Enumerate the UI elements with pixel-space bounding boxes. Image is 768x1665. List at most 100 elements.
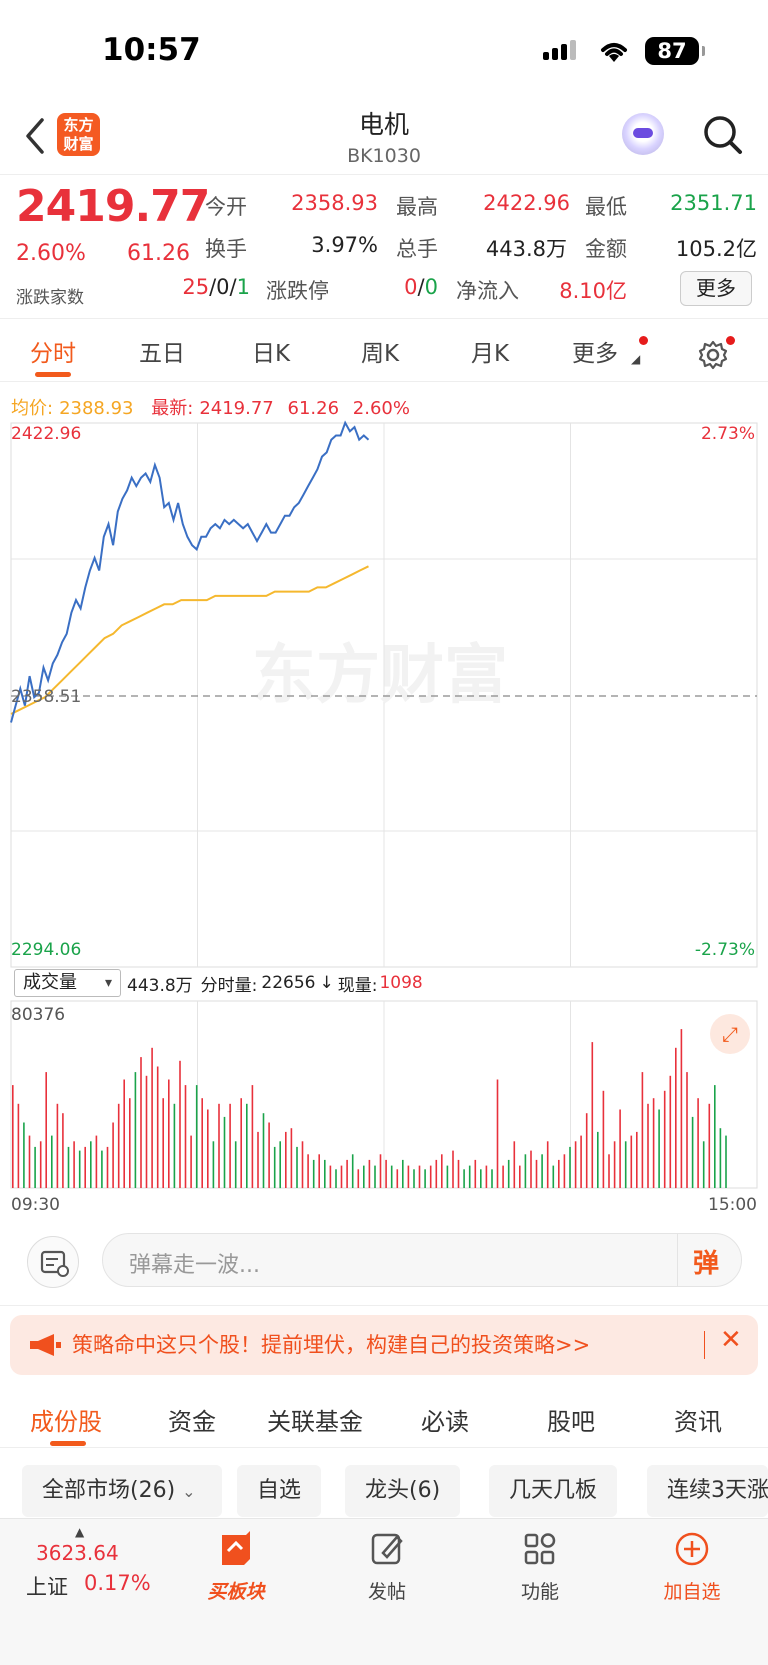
tab-week-k[interactable]: 周K: [361, 341, 400, 367]
danmu-send-button[interactable]: 弹: [693, 1249, 720, 1279]
tab-underline: [35, 372, 71, 377]
tab-components[interactable]: 成份股: [30, 1408, 102, 1436]
volume-bar: [485, 1165, 488, 1188]
volume-bar: [702, 1141, 705, 1189]
expand-icon[interactable]: ⤢: [710, 1014, 750, 1054]
plus-circle-icon: [675, 1532, 709, 1566]
volume-bar: [34, 1146, 36, 1188]
volume-bar: [296, 1146, 298, 1188]
chip-leaders[interactable]: 龙头(6): [345, 1465, 461, 1517]
post-button[interactable]: 发帖: [347, 1529, 427, 1604]
volume-bar: [435, 1159, 438, 1188]
volume-bar: [257, 1131, 259, 1188]
open-label: 今开: [205, 195, 247, 219]
volume-bar: [641, 1072, 644, 1188]
tab-five-day[interactable]: 五日: [139, 341, 185, 367]
chart-info: 均价: 2388.93 最新: 2419.77 61.26 2.60%: [11, 394, 410, 420]
assistant-robot-icon[interactable]: [622, 113, 664, 155]
tab-news[interactable]: 资讯: [674, 1408, 722, 1436]
volume-bar: [480, 1169, 482, 1188]
gear-icon[interactable]: [698, 340, 728, 370]
current-volume-label: 现量:: [337, 975, 378, 996]
intraday-chart[interactable]: 东方财富 2422.96 2294.06 2358.51 2.73% -2.73…: [0, 420, 768, 970]
volume-bar: [602, 1090, 605, 1188]
volume-bar: [51, 1135, 53, 1188]
tab-day-k[interactable]: 日K: [252, 341, 291, 367]
tab-funds[interactable]: 资金: [168, 1408, 216, 1436]
signal-icon: [543, 40, 576, 60]
close-icon[interactable]: ✕: [720, 1325, 742, 1355]
volume-bar: [62, 1113, 64, 1188]
index-value[interactable]: 3623.64: [36, 1541, 119, 1565]
volume-bar: [346, 1159, 348, 1188]
turnover-value: 3.97%: [311, 233, 378, 257]
volume-bar: [351, 1154, 354, 1188]
volume-bar: [496, 1079, 499, 1188]
chevron-left-icon[interactable]: [22, 116, 48, 156]
volume-bar: [719, 1128, 722, 1188]
volume-bar: [229, 1103, 231, 1188]
volume-bar: [647, 1103, 649, 1188]
volume-bar: [329, 1165, 332, 1188]
volume-bars: [12, 1029, 727, 1189]
more-button[interactable]: 更多: [680, 271, 752, 306]
tab-must-read[interactable]: 必读: [421, 1408, 469, 1436]
tab-related-funds[interactable]: 关联基金: [267, 1408, 363, 1436]
add-watchlist-button[interactable]: 加自选: [652, 1529, 732, 1604]
volume-chart[interactable]: 80376 09:30 15:00: [0, 998, 768, 1218]
tab-intraday[interactable]: 分时: [30, 341, 76, 367]
app-logo[interactable]: 东方 财富: [57, 113, 100, 156]
volume-bar: [652, 1098, 655, 1188]
volume-bar: [619, 1109, 621, 1188]
volume-bar: [446, 1165, 449, 1188]
avg-price-line: [10, 565, 369, 715]
volume-bar: [452, 1150, 454, 1188]
functions-button[interactable]: 功能: [500, 1529, 580, 1604]
netflow-value: 8.10亿: [559, 279, 627, 303]
volume-grid: [10, 1000, 758, 1189]
volume-bar: [714, 1085, 716, 1188]
volume-bar: [246, 1103, 248, 1188]
volume-bar: [95, 1135, 98, 1188]
indicator-select[interactable]: 成交量: [14, 969, 121, 997]
chip-watchlist[interactable]: 自选: [237, 1465, 322, 1517]
chip-consecutive-up[interactable]: 连续3天涨: [647, 1465, 768, 1517]
volume-bar: [123, 1079, 125, 1188]
volume-bar: [530, 1150, 532, 1188]
danmu-list-icon[interactable]: [27, 1236, 79, 1288]
search-icon[interactable]: [702, 114, 744, 156]
volume-bar: [686, 1072, 688, 1188]
status-time: 10:57: [102, 32, 201, 68]
volume-bar: [117, 1103, 120, 1188]
section-tabs: 成份股 资金 关联基金 必读 股吧 资讯: [0, 1386, 768, 1448]
minute-volume-label: 分时量:: [200, 975, 258, 996]
tab-more[interactable]: 更多: [572, 341, 618, 367]
danmu-bar: 弹幕走一波... 弹: [0, 1216, 768, 1306]
buy-sector-button[interactable]: 买板块: [196, 1529, 276, 1604]
turnover-label: 换手: [205, 237, 247, 261]
chip-all-market[interactable]: 全部市场(26) ⌄: [22, 1465, 222, 1517]
volume-bar: [190, 1135, 192, 1188]
volume-bar: [636, 1131, 638, 1188]
danmu-input[interactable]: 弹幕走一波... 弹: [102, 1233, 742, 1287]
volume-bar: [134, 1072, 137, 1188]
page-title: 电机: [358, 110, 409, 139]
status-bar: 10:57 87: [0, 0, 768, 95]
volume-bar: [285, 1131, 287, 1188]
battery-icon: 87: [645, 37, 705, 65]
tab-forum[interactable]: 股吧: [547, 1408, 595, 1436]
volume-bar: [491, 1169, 493, 1188]
volume-bar: [156, 1066, 159, 1188]
index-name[interactable]: 上证: [26, 1575, 68, 1599]
volume-bar: [312, 1159, 315, 1188]
latest-pct: 2.60%: [352, 398, 410, 419]
limit-values: 0/0: [404, 275, 438, 299]
tab-month-k[interactable]: 月K: [471, 341, 510, 367]
chip-days-boards[interactable]: 几天几板: [489, 1465, 618, 1517]
volume-bar: [173, 1103, 176, 1188]
volume-bar: [273, 1146, 276, 1188]
strategy-banner[interactable]: 策略命中这只个股！提前埋伏，构建自己的投资策略>> ✕: [10, 1315, 758, 1375]
volume-bar: [418, 1165, 421, 1188]
index-pct[interactable]: 0.17%: [84, 1571, 151, 1595]
period-tabs: 分时 五日 日K 周K 月K 更多 ◢: [0, 320, 768, 382]
